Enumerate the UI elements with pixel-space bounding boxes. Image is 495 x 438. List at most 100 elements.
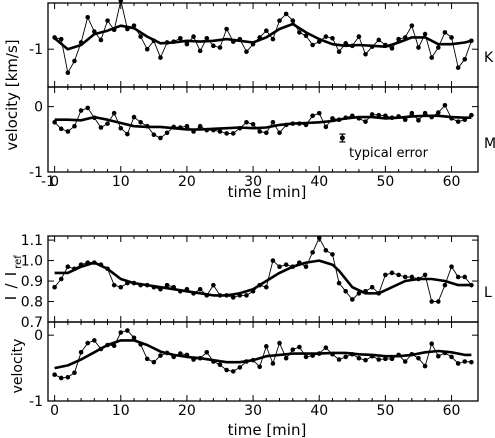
data-point-K xyxy=(211,43,216,49)
data-point-L xyxy=(78,262,84,267)
data-point-bottom xyxy=(323,345,329,350)
data-point-L xyxy=(257,282,262,288)
data-point-M xyxy=(105,121,110,126)
intensity-label-slash: / xyxy=(2,283,20,289)
data-point-M xyxy=(270,120,276,125)
data-point-M xyxy=(283,122,289,128)
data-point-bottom xyxy=(389,356,395,362)
data-point-K xyxy=(237,36,243,42)
x-tick-label-bottom: 30 xyxy=(244,403,262,419)
data-point-K xyxy=(118,0,124,3)
data-point-bottom xyxy=(402,359,408,364)
data-point-bottom xyxy=(257,364,262,370)
data-point-M xyxy=(72,123,77,129)
data-point-L xyxy=(98,262,104,267)
data-point-L xyxy=(336,280,342,286)
data-point-K xyxy=(422,31,428,37)
x-tick-label-bottom: 60 xyxy=(443,403,461,419)
data-point-M xyxy=(178,125,183,130)
data-point-M xyxy=(211,127,216,133)
data-point-L xyxy=(409,274,415,280)
data-point-bottom xyxy=(178,351,183,356)
data-point-K xyxy=(244,49,249,55)
data-point-L xyxy=(376,291,382,296)
data-point-M xyxy=(131,114,137,120)
data-point-M xyxy=(310,113,315,119)
data-point-M xyxy=(462,117,468,122)
data-point-L xyxy=(191,291,196,296)
data-point-bottom xyxy=(462,359,468,364)
data-point-L xyxy=(350,297,355,302)
data-point-M xyxy=(111,110,117,116)
data-point-L xyxy=(323,248,329,253)
data-point-bottom xyxy=(138,342,143,347)
data-point-K xyxy=(270,36,276,42)
data-point-L xyxy=(92,260,97,265)
data-point-L xyxy=(270,258,276,263)
data-point-L xyxy=(111,282,117,288)
tick-marks: -1-10 10 20 30 40 50 600-11.11.00.90.80.70 10 20… xyxy=(21,3,478,419)
y-tick-label-M: -1 xyxy=(29,165,43,181)
data-point-bottom xyxy=(184,352,190,358)
panel-label-M: M xyxy=(484,136,495,152)
x-tick-label-bottom: 50 xyxy=(376,403,394,419)
data-point-bottom xyxy=(270,361,276,366)
data-point-M xyxy=(244,120,249,125)
data-point-K xyxy=(58,36,64,42)
data-point-L xyxy=(144,282,150,288)
data-point-L xyxy=(158,286,163,292)
data-point-K xyxy=(283,11,289,17)
data-point-bottom xyxy=(98,346,104,352)
data-point-L xyxy=(204,293,210,298)
data-point-L xyxy=(197,286,203,292)
data-point-K xyxy=(389,46,395,51)
x-tick-label-M: 10 xyxy=(112,174,130,190)
data-point-bottom xyxy=(303,354,309,360)
data-point-bottom xyxy=(383,356,388,362)
data-point-K xyxy=(217,45,223,50)
data-point-bottom xyxy=(350,351,355,357)
data-point-M xyxy=(442,103,448,108)
data-point-L xyxy=(297,260,302,265)
data-point-M xyxy=(164,130,170,136)
data-point-K xyxy=(158,55,163,60)
x-tick-label-bottom: 0 xyxy=(50,403,59,419)
data-point-L xyxy=(396,272,401,278)
data-point-bottom xyxy=(85,340,90,346)
x-tick-label-M: 40 xyxy=(310,174,328,190)
data-point-K xyxy=(436,45,441,50)
data-point-bottom xyxy=(171,354,176,360)
data-point-bottom xyxy=(191,357,196,362)
data-point-L xyxy=(131,280,137,286)
data-point-L xyxy=(105,266,110,272)
data-point-bottom xyxy=(297,344,302,350)
data-point-K xyxy=(455,65,461,70)
data-point-M xyxy=(184,123,190,129)
data-point-M xyxy=(436,110,441,115)
data-point-bottom xyxy=(290,347,296,352)
data-point-bottom xyxy=(237,365,243,370)
data-point-K xyxy=(65,70,71,76)
data-point-L xyxy=(85,260,90,265)
data-point-bottom xyxy=(436,353,441,359)
data-point-L xyxy=(343,288,348,294)
intensity-label-ref-subscript: ref xyxy=(13,255,24,269)
data-point-M xyxy=(343,115,348,121)
data-point-M xyxy=(336,117,342,122)
data-point-bottom xyxy=(310,353,315,358)
data-point-L xyxy=(72,266,77,272)
x-tick-label-bottom: 40 xyxy=(310,403,328,419)
data-line-L xyxy=(54,237,472,302)
data-point-bottom xyxy=(429,341,434,347)
data-point-M xyxy=(363,119,368,124)
x-tick-label-M: 20 xyxy=(178,174,196,190)
data-point-bottom xyxy=(224,367,229,373)
data-point-bottom xyxy=(78,349,84,355)
data-point-L xyxy=(178,288,183,294)
data-point-K xyxy=(125,26,130,32)
data-point-K xyxy=(257,35,262,40)
data-point-bottom xyxy=(409,351,415,357)
data-point-bottom xyxy=(316,351,322,356)
